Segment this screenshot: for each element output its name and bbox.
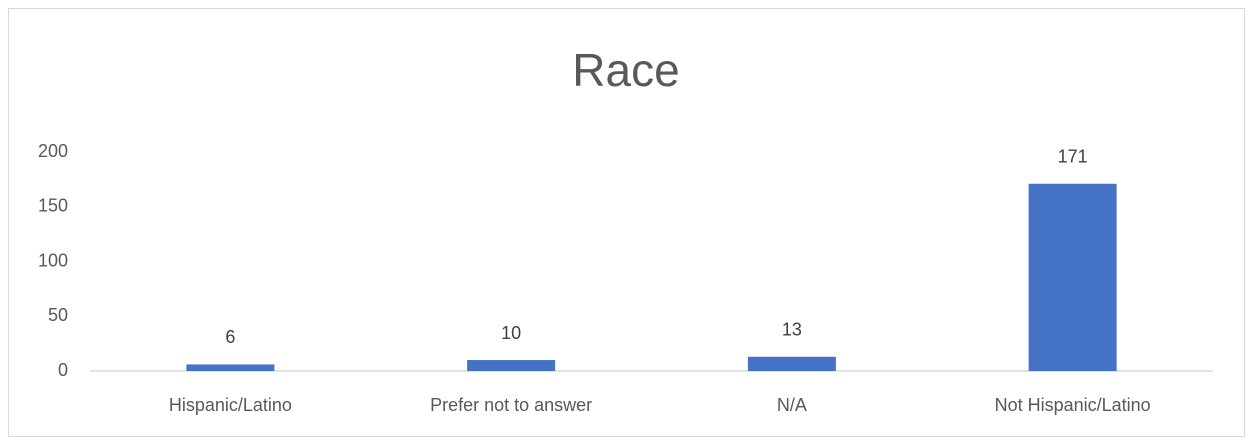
data-label: 13 <box>782 320 802 340</box>
y-tick-label: 150 <box>38 196 68 216</box>
y-tick-label: 100 <box>38 250 68 270</box>
chart-title: Race <box>572 44 679 96</box>
data-label: 10 <box>501 323 521 343</box>
y-tick-label: 200 <box>38 141 68 161</box>
x-tick-label: Prefer not to answer <box>430 395 592 415</box>
bar <box>1028 183 1117 371</box>
x-tick-label: N/A <box>777 395 807 415</box>
data-label: 6 <box>225 327 235 347</box>
bar <box>186 364 275 371</box>
x-tick-label: Hispanic/Latino <box>169 395 292 415</box>
y-tick-label: 0 <box>58 360 68 380</box>
data-label: 171 <box>1058 147 1088 167</box>
bar <box>747 356 836 371</box>
x-tick-label: Not Hispanic/Latino <box>995 395 1151 415</box>
y-tick-label: 50 <box>48 305 68 325</box>
bar <box>467 360 556 371</box>
